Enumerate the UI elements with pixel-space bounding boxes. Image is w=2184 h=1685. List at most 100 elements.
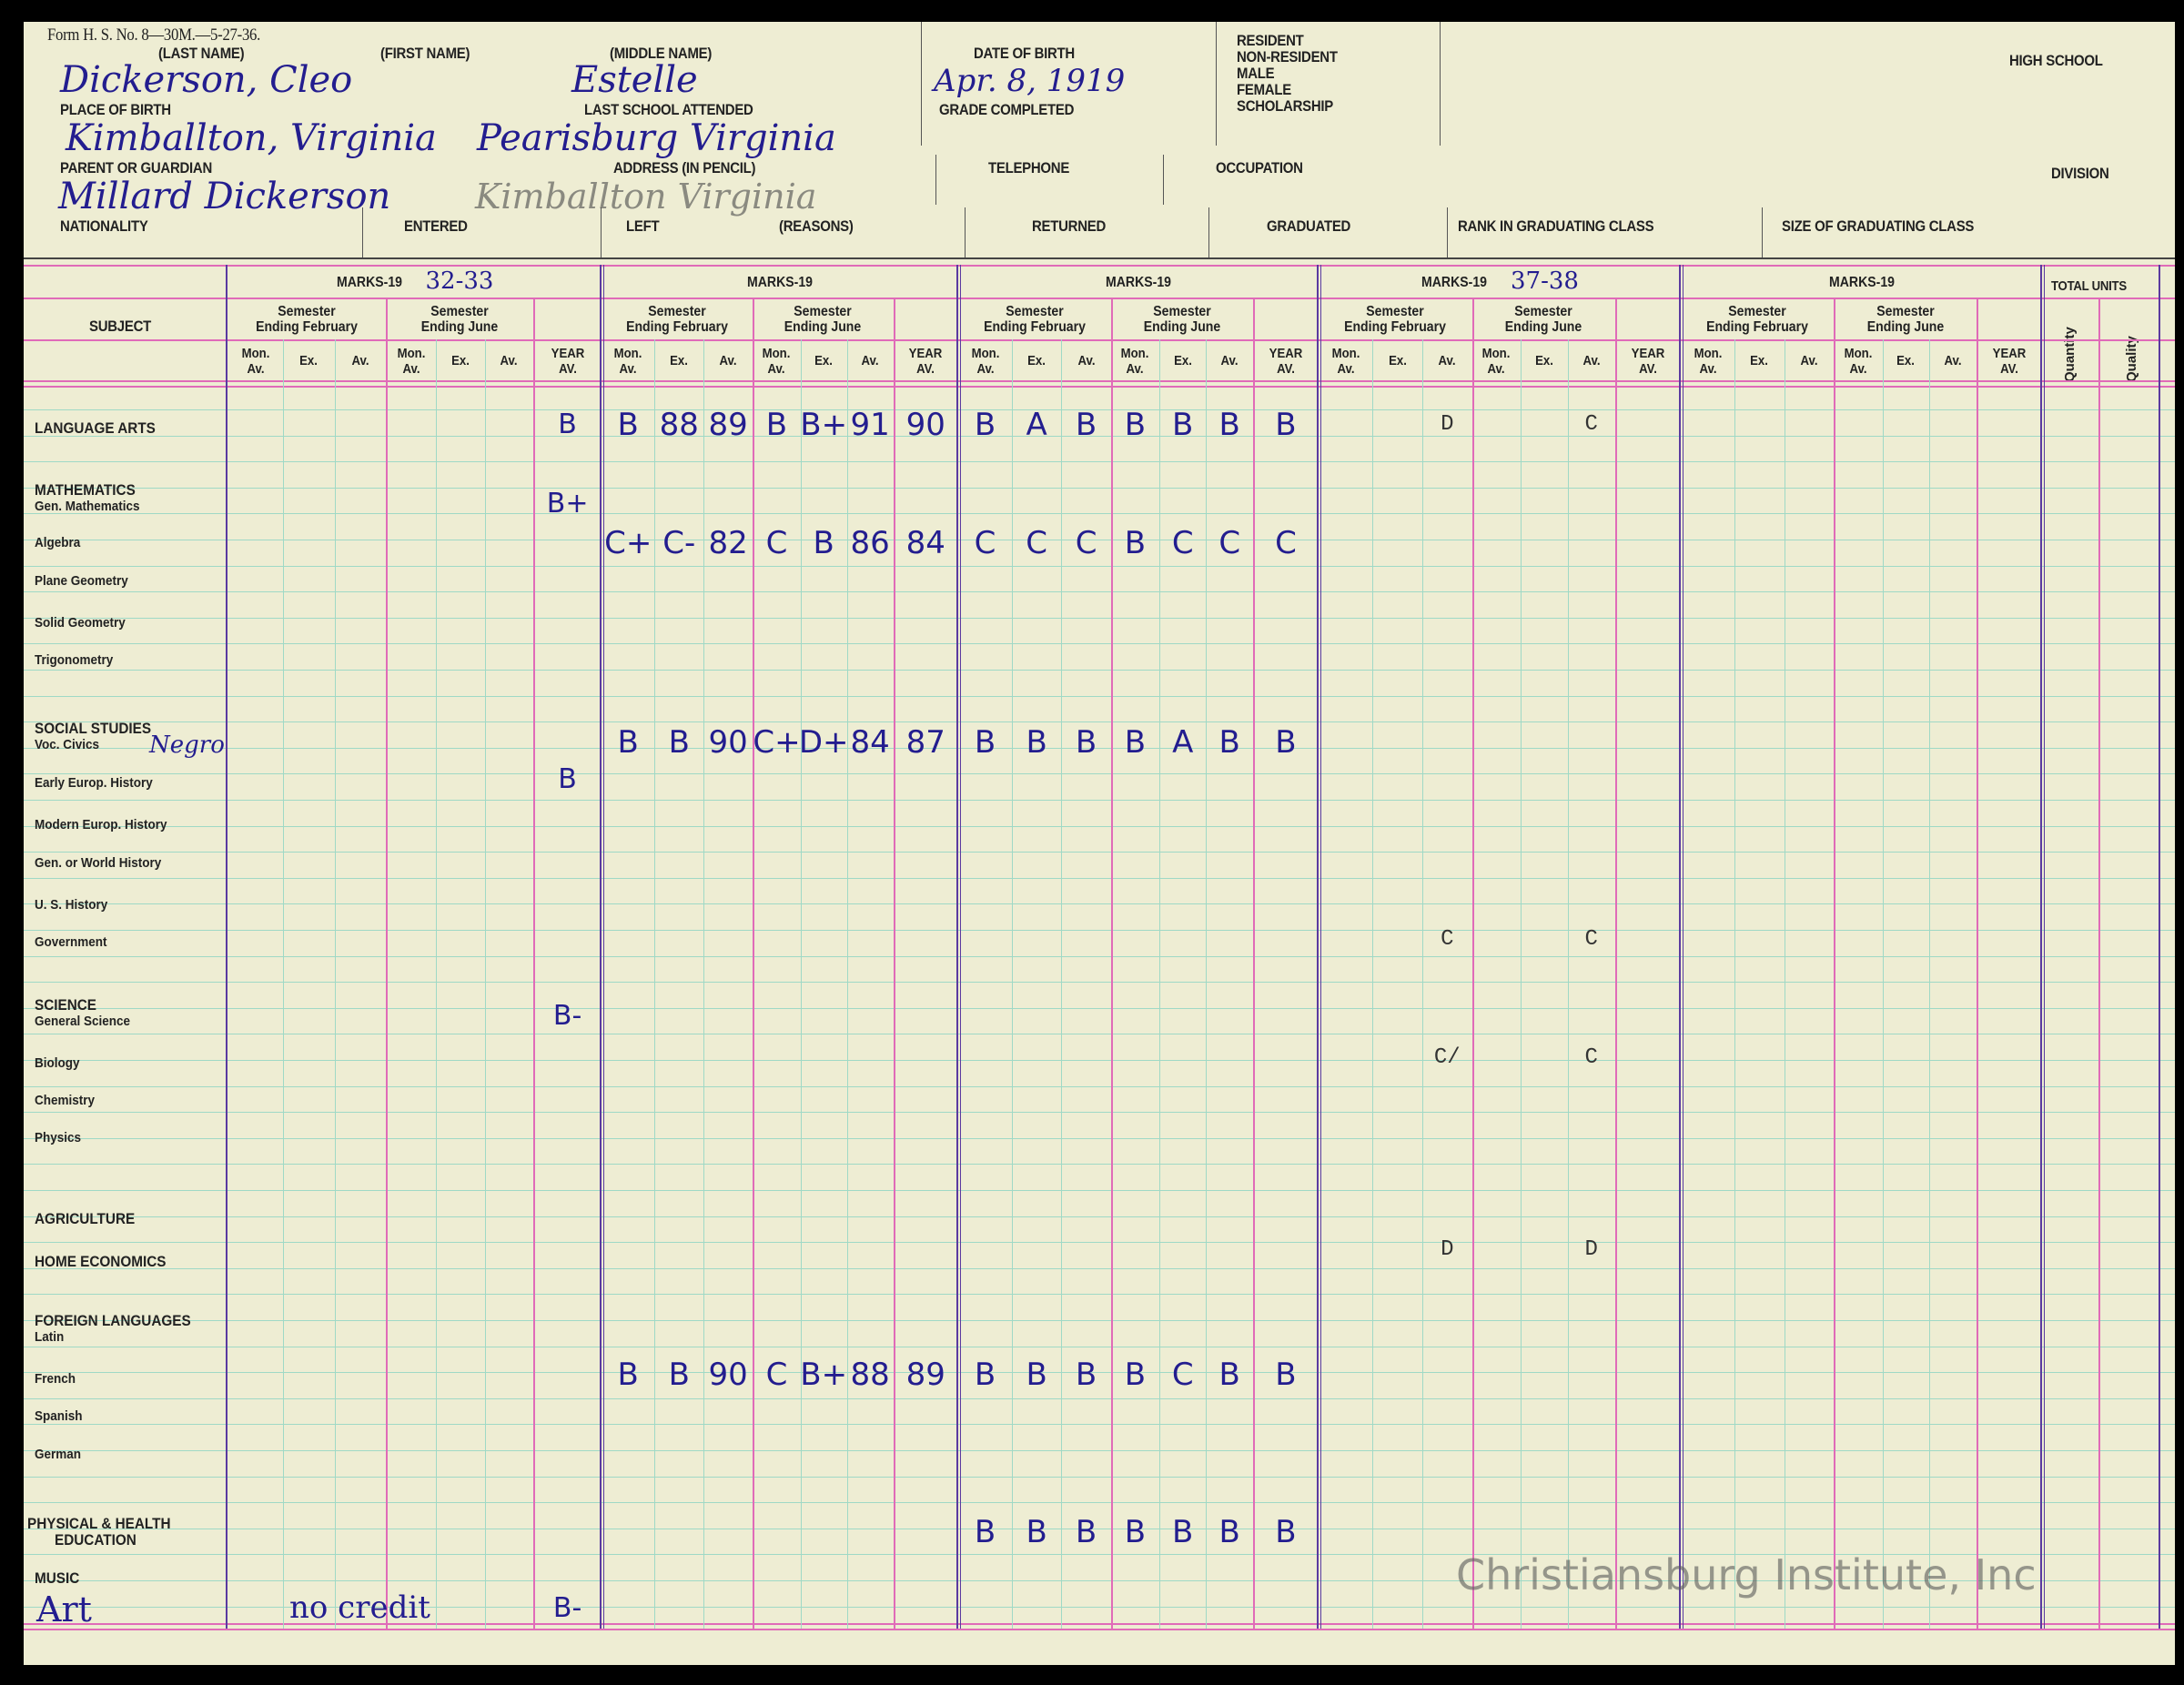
mark-cell: D bbox=[1441, 412, 1454, 437]
column-header: Av. bbox=[1800, 353, 1818, 368]
mark-cell: B+ bbox=[800, 407, 848, 443]
mark-cell: 90 bbox=[905, 407, 945, 443]
semester-february: Semester Ending February bbox=[1344, 304, 1447, 335]
mark-cell: 87 bbox=[905, 724, 945, 761]
column-header: YEAR AV. bbox=[1269, 346, 1303, 377]
semester-february: Semester Ending February bbox=[256, 304, 359, 335]
semester-june: Semester Ending June bbox=[1143, 304, 1221, 335]
header-line bbox=[1440, 22, 1441, 146]
column-header: Mon. Av. bbox=[397, 346, 426, 377]
subject-label: Physics bbox=[35, 1130, 82, 1145]
column-header: Mon. Av. bbox=[971, 346, 999, 377]
address-value: Kimballton Virginia bbox=[475, 177, 817, 217]
grid-row-line bbox=[24, 825, 2175, 827]
mark-cell: B- bbox=[552, 1000, 582, 1032]
grid-row-line bbox=[24, 435, 2175, 437]
column-header: Av. bbox=[500, 353, 519, 368]
mark-cell: B bbox=[1218, 407, 1240, 443]
column-line bbox=[1206, 339, 1208, 1629]
mark-cell: D+ bbox=[798, 724, 849, 761]
column-header: Ex. bbox=[1750, 353, 1769, 368]
mark-cell: B bbox=[1218, 724, 1240, 761]
header-line bbox=[965, 207, 966, 257]
mark-cell: C bbox=[974, 525, 996, 561]
marks-title: MARKS-19 bbox=[1421, 275, 1487, 290]
subject-label: MUSIC bbox=[35, 1569, 80, 1587]
grid-row-line bbox=[24, 513, 2175, 515]
marks-title: MARKS-19 bbox=[1828, 275, 1895, 290]
pink-rule bbox=[24, 298, 2175, 299]
mark-cell: B bbox=[1275, 407, 1297, 443]
mark-cell: B bbox=[1124, 1357, 1147, 1393]
column-header: Ex. bbox=[1173, 353, 1192, 368]
label-size: SIZE OF GRADUATING CLASS bbox=[1782, 217, 1975, 235]
mark-cell: B bbox=[617, 407, 639, 443]
header-line bbox=[601, 207, 602, 257]
mark-cell: B bbox=[668, 1357, 690, 1393]
subject-header: SUBJECT bbox=[89, 318, 151, 335]
mark-cell: B bbox=[1218, 1514, 1240, 1550]
label-address: ADDRESS (IN PENCIL) bbox=[613, 159, 756, 177]
mark-cell: B bbox=[1075, 1357, 1097, 1393]
mark-cell: B bbox=[1218, 1357, 1240, 1393]
semester-february: Semester Ending February bbox=[1706, 304, 1809, 335]
mark-cell: 90 bbox=[708, 724, 748, 761]
column-header: Ex. bbox=[1896, 353, 1916, 368]
grid-row-line bbox=[24, 695, 2175, 697]
marks-title: MARKS-19 bbox=[336, 275, 402, 290]
mark-cell: B bbox=[765, 407, 788, 443]
subject-label: Trigonometry bbox=[35, 652, 114, 668]
mark-cell: D bbox=[1584, 1237, 1598, 1262]
grid-row-line bbox=[24, 409, 2175, 410]
mark-cell: B bbox=[617, 724, 639, 761]
label-last-name: (LAST NAME) bbox=[158, 45, 245, 62]
grid-row-line bbox=[24, 1372, 2175, 1374]
quality-header: Quality bbox=[2124, 336, 2139, 382]
subject-label: Gen. Mathematics bbox=[35, 499, 140, 514]
group-border bbox=[1317, 265, 1319, 1629]
header-line bbox=[1208, 207, 1209, 257]
label-returned: RETURNED bbox=[1032, 217, 1107, 235]
subject-label: Modern Europ. History bbox=[35, 817, 167, 832]
mark-cell: B bbox=[974, 1357, 996, 1393]
mark-cell: C bbox=[765, 1357, 788, 1393]
grid-row-line bbox=[24, 1085, 2175, 1087]
semester-june: Semester Ending June bbox=[1504, 304, 1582, 335]
subject-label: HOME ECONOMICS bbox=[35, 1253, 167, 1270]
group-border bbox=[603, 265, 604, 1629]
pink-rule bbox=[24, 339, 2175, 341]
last-school-value: Pearisburg Virginia bbox=[477, 117, 836, 159]
subject-label: Plane Geometry bbox=[35, 573, 128, 589]
header-divider bbox=[24, 257, 2175, 259]
group-border bbox=[600, 265, 602, 1629]
mark-cell: C bbox=[1075, 525, 1097, 561]
art-subject: Art bbox=[36, 1589, 92, 1630]
mark-cell: A bbox=[1172, 724, 1194, 761]
mark-cell: C+ bbox=[753, 724, 801, 761]
subject-label: LANGUAGE ARTS bbox=[35, 419, 156, 437]
mark-cell: 84 bbox=[850, 724, 890, 761]
semester-june: Semester Ending June bbox=[420, 304, 499, 335]
header-line bbox=[1163, 155, 1164, 205]
group-border bbox=[960, 265, 961, 1629]
mark-cell: 82 bbox=[708, 525, 748, 561]
group-border bbox=[1683, 265, 1684, 1629]
art-note: no credit bbox=[289, 1589, 430, 1626]
grid-row-line bbox=[24, 773, 2175, 775]
grid-row-line bbox=[24, 1137, 2175, 1139]
semester-february: Semester Ending February bbox=[984, 304, 1086, 335]
column-header: YEAR AV. bbox=[1631, 346, 1665, 377]
column-header: Av. bbox=[351, 353, 369, 368]
label-entered: ENTERED bbox=[404, 217, 468, 235]
mark-cell: B bbox=[1172, 1514, 1194, 1550]
group-border bbox=[956, 265, 958, 1629]
grid-row-line bbox=[24, 670, 2175, 671]
mark-cell: C/ bbox=[1433, 1045, 1461, 1070]
column-line bbox=[1567, 339, 1569, 1629]
label-reasons: (REASONS) bbox=[779, 217, 854, 235]
label-rank: RANK IN GRADUATING CLASS bbox=[1458, 217, 1654, 235]
label-grade-completed: GRADE COMPLETED bbox=[939, 101, 1075, 118]
mark-cell: B bbox=[1026, 1357, 1047, 1393]
marks-year: 32-33 bbox=[425, 267, 494, 295]
mark-cell: B bbox=[558, 409, 577, 440]
